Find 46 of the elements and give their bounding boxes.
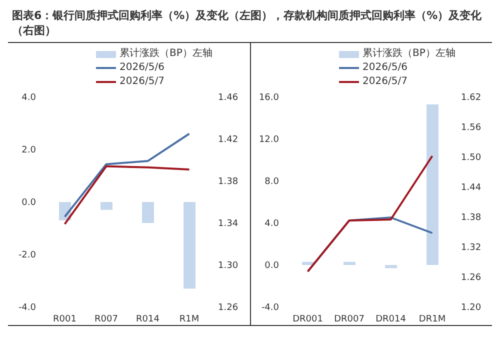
y2-tick-label: 1.44 [461,183,482,194]
bar [344,262,356,265]
x-tick-label: DR1M [418,314,446,324]
y-tick-label: 12.0 [258,135,280,146]
text: 图表6：银行间质押式回购利率（%）及变化（左图），存款机构间质押式回购利率（%）及变化（右图） [8,8,492,43]
y-tick-label: -4.0 [18,303,36,314]
bar [426,104,438,265]
y2-tick-label: 1.38 [218,177,238,188]
legend-label: 累计涨跌（BP）左轴 [120,47,212,61]
legend-label: 累计涨跌（BP）左轴 [362,47,456,61]
legend-label: 2026/5/7 [362,75,408,89]
y2-tick-label: 1.26 [461,273,482,284]
x-tick-label: R001 [53,314,76,324]
y-tick-label: 0.0 [22,198,36,208]
y2-tick-label: 1.26 [218,303,238,314]
x-tick-label: R1M [179,314,200,324]
y2-tick-label: 1.34 [218,219,238,230]
line-series [64,165,190,226]
y-tick-label: 0.0 [264,261,280,272]
legend-label: 2026/5/7 [120,75,164,89]
x-tick-label: DR001 [292,314,323,324]
y2-tick-label: 1.32 [461,243,482,254]
y-tick-label: 4.0 [22,93,36,104]
y-tick-label: -4.0 [261,303,280,314]
legend-label: 2026/5/6 [120,61,164,75]
y-tick-label: 8.0 [264,177,280,188]
y-tick-label: -2.0 [18,250,36,261]
y2-tick-label: 1.56 [461,123,482,134]
y-tick-label: 16.0 [258,93,280,104]
y-tick-label: 4.0 [264,219,280,230]
x-tick-label: R007 [94,314,118,324]
y2-tick-label: 1.62 [461,93,482,104]
x-tick-label: R014 [136,314,160,324]
bar [385,265,397,268]
y2-tick-label: 1.30 [218,261,238,272]
line-series [64,132,190,218]
line-series [306,155,434,272]
y2-tick-label: 1.46 [218,93,238,104]
y2-tick-label: 1.20 [461,303,482,314]
y2-tick-label: 1.42 [218,135,238,146]
y2-tick-label: 1.50 [461,153,482,164]
x-tick-label: DR007 [334,314,364,324]
y2-tick-label: 1.38 [461,213,482,224]
x-tick-label: DR014 [376,314,406,324]
y-tick-label: 2.0 [22,146,36,156]
legend-label: 2026/5/6 [362,61,408,75]
